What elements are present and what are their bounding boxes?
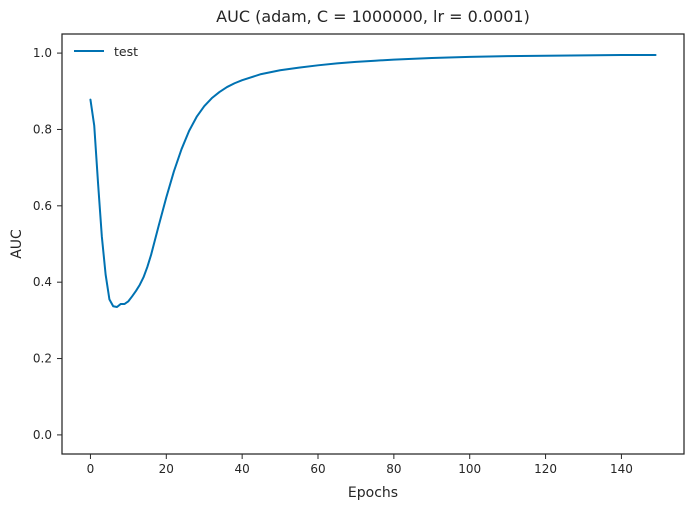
x-tick-label: 40 <box>235 462 250 476</box>
y-tick-label: 0.4 <box>33 275 52 289</box>
chart-title: AUC (adam, C = 1000000, lr = 0.0001) <box>216 7 530 26</box>
x-tick-label: 20 <box>159 462 174 476</box>
axis-ticks: 0 20 40 60 80 100 120 140 0.0 0.2 0.4 0.6 0.8 1.0 <box>33 46 633 476</box>
y-axis-label: AUC <box>9 229 25 259</box>
legend-label-test: test <box>114 44 138 59</box>
x-tick-label: 60 <box>310 462 325 476</box>
y-tick-label: 1.0 <box>33 46 52 60</box>
y-tick-label: 0.8 <box>33 122 52 136</box>
x-tick-label: 100 <box>458 462 481 476</box>
series-layer <box>89 54 657 308</box>
x-tick-label: 140 <box>610 462 633 476</box>
x-tick-label: 0 <box>87 462 95 476</box>
x-tick-label: 120 <box>534 462 557 476</box>
x-tick-label: 80 <box>386 462 401 476</box>
plot-frame <box>61 33 685 455</box>
x-axis-label: Epochs <box>348 485 398 501</box>
y-tick-label: 0.0 <box>33 428 52 442</box>
series-line-test <box>89 54 657 308</box>
legend: test <box>74 44 138 59</box>
y-tick-label: 0.2 <box>33 352 52 366</box>
y-tick-label: 0.6 <box>33 199 52 213</box>
plot-background <box>62 34 684 454</box>
